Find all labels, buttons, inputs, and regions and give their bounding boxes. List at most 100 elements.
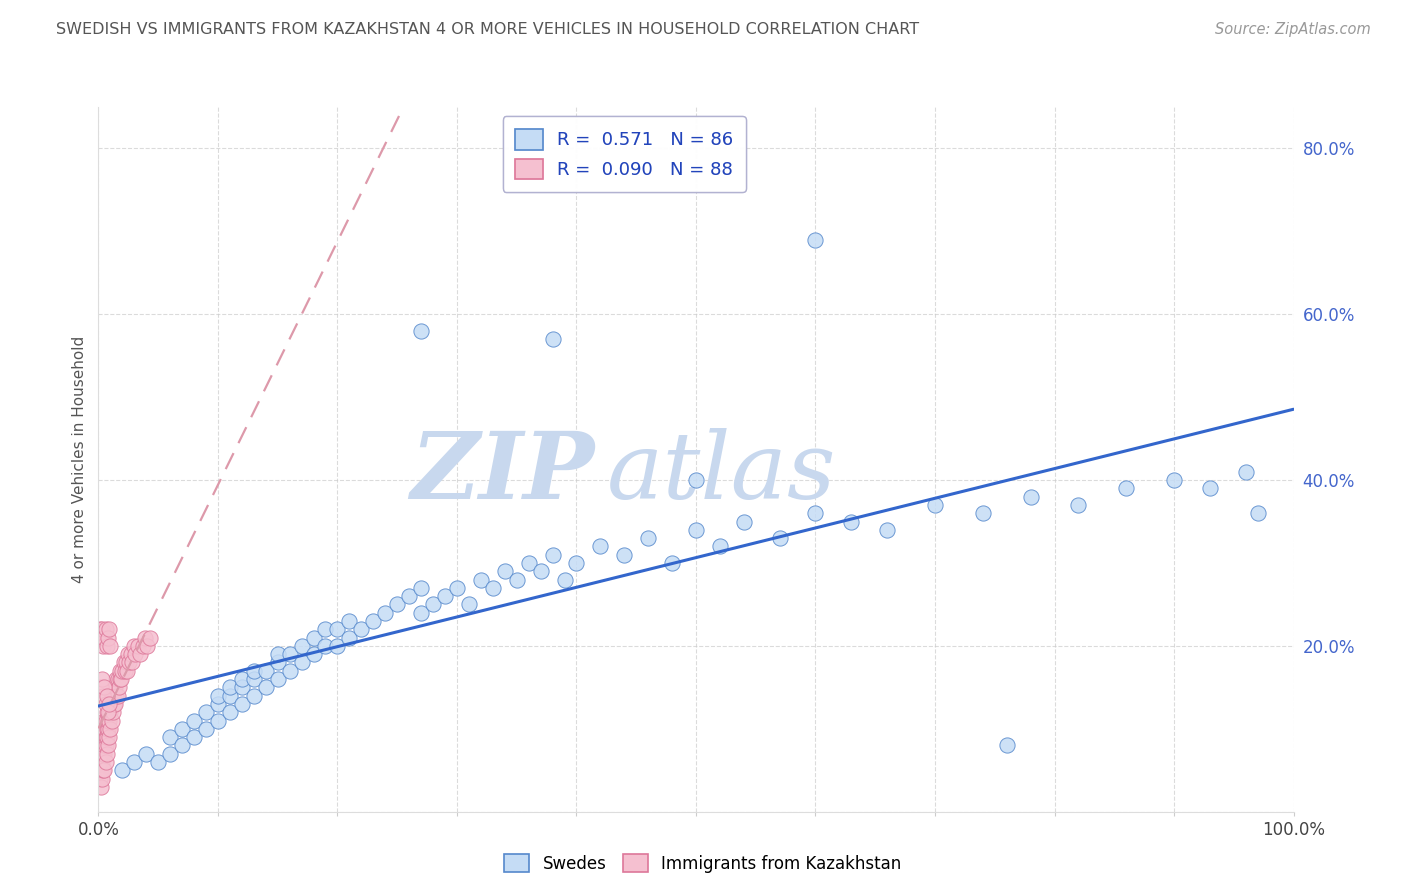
Point bbox=[96, 689, 118, 703]
Point bbox=[100, 689, 122, 703]
Point bbox=[207, 689, 229, 703]
Point bbox=[93, 739, 115, 753]
Point bbox=[470, 573, 492, 587]
Point bbox=[530, 564, 553, 578]
Point bbox=[326, 623, 349, 637]
Point bbox=[97, 705, 120, 719]
Point bbox=[93, 764, 115, 778]
Point bbox=[804, 506, 827, 520]
Point bbox=[97, 631, 120, 645]
Y-axis label: 4 or more Vehicles in Household: 4 or more Vehicles in Household bbox=[72, 335, 87, 583]
Point bbox=[111, 764, 134, 778]
Point bbox=[97, 722, 120, 736]
Point bbox=[129, 647, 152, 661]
Text: atlas: atlas bbox=[606, 428, 835, 518]
Point bbox=[94, 739, 117, 753]
Point bbox=[100, 697, 122, 711]
Point bbox=[108, 672, 131, 686]
Point bbox=[411, 324, 433, 338]
Point bbox=[685, 473, 707, 487]
Point bbox=[339, 614, 361, 628]
Text: Source: ZipAtlas.com: Source: ZipAtlas.com bbox=[1215, 22, 1371, 37]
Point bbox=[924, 498, 946, 512]
Point bbox=[565, 556, 588, 570]
Point bbox=[291, 656, 314, 670]
Point bbox=[103, 681, 125, 695]
Point bbox=[159, 730, 181, 744]
Point bbox=[135, 747, 157, 761]
Point bbox=[350, 623, 373, 637]
Point bbox=[91, 739, 114, 753]
Point bbox=[1115, 482, 1137, 496]
Point bbox=[98, 705, 121, 719]
Point bbox=[231, 681, 253, 695]
Point bbox=[94, 623, 117, 637]
Point bbox=[90, 631, 112, 645]
Point bbox=[93, 714, 115, 728]
Point bbox=[219, 681, 242, 695]
Point bbox=[91, 730, 114, 744]
Point bbox=[458, 598, 481, 612]
Point bbox=[1163, 473, 1185, 487]
Point bbox=[93, 747, 115, 761]
Point bbox=[115, 664, 138, 678]
Point bbox=[107, 672, 129, 686]
Point bbox=[231, 672, 253, 686]
Point bbox=[94, 730, 117, 744]
Point bbox=[120, 647, 142, 661]
Point bbox=[841, 515, 863, 529]
Point bbox=[385, 598, 409, 612]
Point bbox=[494, 564, 516, 578]
Point bbox=[254, 681, 277, 695]
Point bbox=[374, 606, 396, 620]
Point bbox=[91, 623, 114, 637]
Text: SWEDISH VS IMMIGRANTS FROM KAZAKHSTAN 4 OR MORE VEHICLES IN HOUSEHOLD CORRELATIO: SWEDISH VS IMMIGRANTS FROM KAZAKHSTAN 4 … bbox=[56, 22, 920, 37]
Point bbox=[91, 730, 114, 744]
Point bbox=[112, 656, 135, 670]
Point bbox=[108, 664, 131, 678]
Point bbox=[118, 656, 141, 670]
Point bbox=[339, 631, 361, 645]
Point bbox=[506, 573, 529, 587]
Point bbox=[254, 664, 277, 678]
Point bbox=[195, 722, 218, 736]
Point bbox=[96, 722, 118, 736]
Point bbox=[804, 233, 827, 247]
Point bbox=[589, 540, 612, 554]
Point bbox=[278, 647, 301, 661]
Point bbox=[91, 639, 114, 653]
Point bbox=[94, 755, 117, 769]
Point bbox=[90, 681, 112, 695]
Point bbox=[195, 705, 218, 719]
Point bbox=[98, 722, 122, 736]
Point bbox=[302, 631, 325, 645]
Point bbox=[411, 606, 433, 620]
Point bbox=[96, 747, 118, 761]
Point bbox=[124, 647, 146, 661]
Point bbox=[446, 581, 468, 595]
Point bbox=[231, 697, 253, 711]
Point bbox=[91, 747, 114, 761]
Point bbox=[91, 672, 114, 686]
Point bbox=[541, 548, 564, 562]
Point bbox=[411, 581, 433, 595]
Point bbox=[876, 523, 898, 537]
Point bbox=[91, 689, 114, 703]
Point bbox=[105, 672, 128, 686]
Point bbox=[363, 614, 385, 628]
Legend: R =  0.571   N = 86, R =  0.090   N = 88: R = 0.571 N = 86, R = 0.090 N = 88 bbox=[503, 116, 745, 192]
Point bbox=[481, 581, 505, 595]
Point bbox=[101, 705, 124, 719]
Point bbox=[1199, 482, 1222, 496]
Point bbox=[243, 672, 266, 686]
Point bbox=[315, 639, 337, 653]
Point bbox=[995, 739, 1018, 753]
Point bbox=[159, 747, 181, 761]
Point bbox=[1247, 506, 1270, 520]
Point bbox=[183, 730, 205, 744]
Point bbox=[93, 631, 115, 645]
Text: ZIP: ZIP bbox=[411, 428, 595, 518]
Point bbox=[110, 672, 132, 686]
Point bbox=[91, 722, 114, 736]
Point bbox=[661, 556, 683, 570]
